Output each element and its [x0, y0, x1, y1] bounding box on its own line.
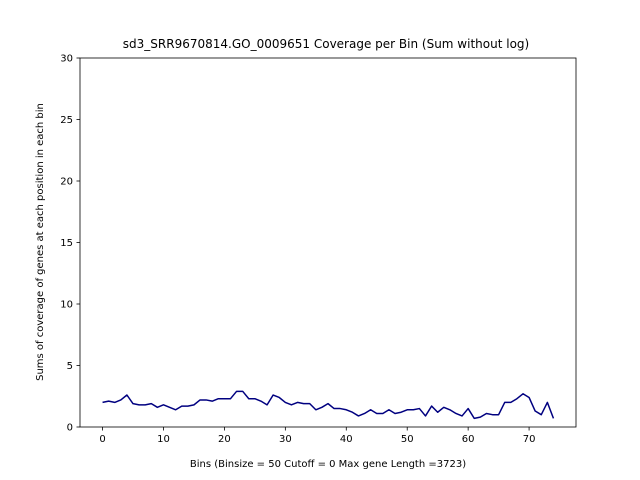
x-tick-label: 60 [462, 434, 475, 445]
plot-area-frame [79, 57, 577, 428]
x-tick-label: 0 [99, 434, 105, 445]
y-tick-label: 20 [60, 177, 73, 188]
y-tick-label: 5 [67, 361, 73, 372]
y-axis-title: Sums of coverage of genes at each positi… [35, 103, 46, 381]
y-tick-label: 0 [67, 423, 73, 434]
x-tick-label: 20 [218, 434, 231, 445]
x-tick-label: 50 [401, 434, 414, 445]
chart-title: sd3_SRR9670814.GO_0009651 Coverage per B… [123, 37, 529, 51]
y-axis-ticks: 0 5 10 15 20 25 30 [60, 54, 80, 434]
x-tick-label: 30 [279, 434, 292, 445]
x-tick-label: 10 [157, 434, 170, 445]
y-tick-label: 30 [60, 54, 73, 65]
x-axis-title: Bins (Binsize = 50 Cutoff = 0 Max gene L… [190, 459, 466, 470]
x-tick-label: 40 [340, 434, 353, 445]
x-axis-ticks: 0 10 20 30 40 50 60 70 [99, 427, 535, 445]
y-tick-label: 25 [60, 115, 73, 126]
x-tick-label: 70 [523, 434, 536, 445]
y-tick-label: 15 [60, 238, 73, 249]
coverage-series-line [102, 390, 555, 420]
y-tick-label: 10 [60, 300, 73, 311]
